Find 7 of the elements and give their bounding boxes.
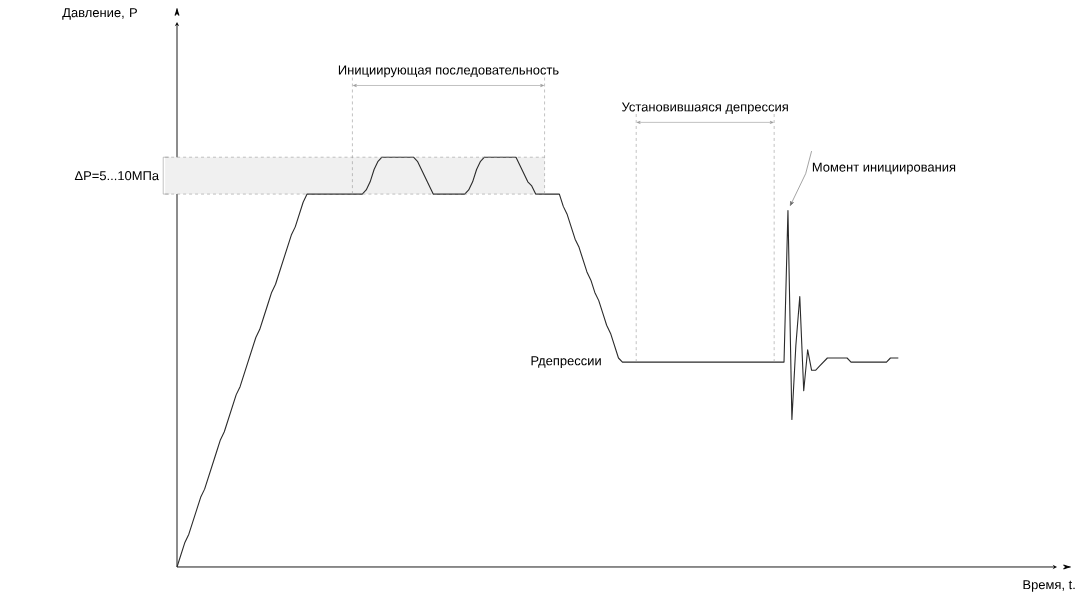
text: Инициирующая последовательность — [338, 65, 559, 78]
band-label: ΔP=5...10МПа — [74, 171, 160, 181]
annotation: Рдепрессии — [531, 356, 601, 368]
annotation: Момент инициирования — [812, 162, 956, 175]
text: Установившаяся депрессия — [621, 102, 788, 115]
text: Давление, P — [62, 8, 137, 20]
text: Время, t. — [1023, 580, 1075, 592]
